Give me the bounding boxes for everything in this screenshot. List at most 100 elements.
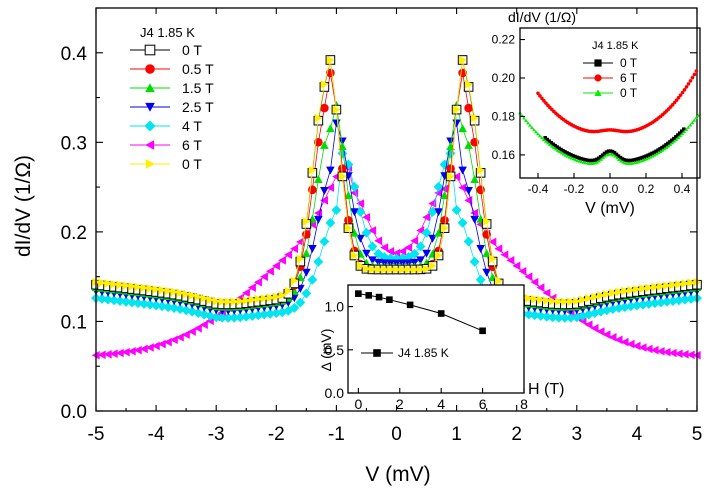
main-series-6-point bbox=[236, 296, 245, 306]
inset-top-series-2-point bbox=[599, 157, 603, 161]
main-series-4-point bbox=[674, 295, 684, 306]
inset-top-series-2-point bbox=[644, 156, 649, 161]
main-series-4-point bbox=[295, 297, 306, 308]
inset-top-series-1-point bbox=[672, 100, 677, 105]
main-series-3-point bbox=[320, 187, 329, 195]
main-series-5-point bbox=[145, 343, 154, 352]
main-series-4-point bbox=[409, 248, 420, 259]
inset-top-series-2-point bbox=[597, 159, 601, 163]
inset-top-series-0-point bbox=[678, 131, 682, 135]
inset-top-series-0-point bbox=[584, 158, 589, 162]
main-series-4-point bbox=[319, 236, 330, 247]
main-series-3-point bbox=[470, 215, 479, 224]
inset-bottom-point bbox=[479, 327, 486, 335]
inset-top-series-0-point bbox=[658, 147, 662, 151]
main-series-6-point bbox=[380, 265, 389, 274]
inset-top-series-0-point bbox=[555, 145, 559, 149]
main-series-6-point bbox=[555, 297, 564, 306]
inset-top-legend-title: J4 1.85 K bbox=[592, 40, 639, 52]
main-series-3-point bbox=[356, 234, 365, 243]
inset-top-series-2-point bbox=[565, 154, 570, 158]
main-series-2-point bbox=[482, 249, 491, 258]
inset-top-series-0-point bbox=[616, 154, 621, 158]
main-series-5-point bbox=[187, 327, 196, 336]
inset-top-series-2-point bbox=[613, 154, 617, 158]
inset-top-series-0-point bbox=[573, 154, 577, 159]
main-series-1-point bbox=[440, 216, 449, 225]
main-series-5-point bbox=[241, 288, 250, 298]
main-series-5-point bbox=[626, 339, 635, 349]
inset-top-series-2-point bbox=[601, 155, 605, 160]
inset-top-series-0-point bbox=[674, 135, 678, 139]
inset-top-series-0-point bbox=[604, 150, 609, 154]
main-series-2-point bbox=[434, 228, 443, 237]
main-series-2-point bbox=[344, 190, 353, 199]
main-series-4-point bbox=[607, 304, 618, 315]
main-series-6-point bbox=[266, 293, 275, 302]
main-plot: -5 -4 -3 -2 -1 0 1 2 3 4 5 0.0 0.1 0.2 0.3 0.4 V (mV) d… bbox=[12, 7, 702, 486]
main-series-6-point bbox=[416, 265, 425, 274]
main-series-4-point bbox=[668, 296, 678, 306]
inset-top-series-0-point bbox=[551, 142, 555, 147]
main-x-tick-label: -3 bbox=[208, 424, 225, 445]
main-series-6-point bbox=[392, 265, 401, 274]
inset-top-series-0-point bbox=[624, 158, 629, 163]
main-series-4-point bbox=[229, 312, 240, 323]
inset-top-series-2-point bbox=[541, 137, 546, 141]
inset-top-series-2-point bbox=[656, 150, 661, 155]
main-legend-label: 6 T bbox=[182, 137, 202, 153]
inset-top-series-1-point bbox=[686, 82, 691, 86]
main-legend-title: J4 1.85 K bbox=[140, 25, 195, 40]
main-series-5-point bbox=[638, 343, 647, 352]
main-series-5-point bbox=[674, 349, 683, 358]
main-y-tick-label: 0.2 bbox=[61, 223, 87, 244]
main-series-5-point bbox=[500, 250, 509, 260]
main-series-6-point bbox=[567, 297, 576, 306]
main-series-4-point bbox=[241, 311, 252, 322]
main-series-6-point bbox=[212, 296, 221, 306]
main-series-5-point bbox=[157, 339, 166, 349]
main-series-5-point bbox=[272, 261, 280, 271]
inset-top-series-2-point bbox=[650, 154, 655, 158]
inset-top-series-0-point bbox=[680, 129, 684, 134]
inset-top-series-2-point bbox=[692, 118, 697, 122]
main-series-4-point bbox=[301, 288, 312, 299]
main-series-6-point bbox=[489, 254, 497, 264]
main-legend-marker bbox=[145, 64, 155, 74]
main-series-6-point bbox=[206, 295, 215, 305]
inset-top-series-0-point bbox=[549, 140, 553, 145]
inset-top-series-2-point bbox=[619, 159, 623, 163]
main-series-5-point bbox=[386, 247, 395, 256]
inset-top-x-axis-label: V (mV) bbox=[585, 200, 635, 217]
inset-top-series-2-point bbox=[532, 127, 536, 132]
main-series-6-point bbox=[404, 265, 413, 274]
main-series-5-point bbox=[398, 247, 407, 256]
main-series-4-point bbox=[565, 312, 576, 323]
main-series-4-point bbox=[169, 303, 180, 313]
main-series-6-point bbox=[152, 285, 161, 294]
main-series-6-point bbox=[549, 296, 558, 306]
main-series-5-point bbox=[199, 320, 208, 330]
inset-top-series-0-point bbox=[583, 157, 587, 162]
inset-top-series-2-point bbox=[539, 135, 544, 140]
main-series-4-point bbox=[313, 256, 324, 267]
main-series-6-point bbox=[434, 251, 443, 260]
inset-top-series-2-point bbox=[561, 152, 566, 156]
main-series-4-point bbox=[103, 294, 113, 305]
inset-top-series-2-point bbox=[573, 157, 578, 162]
main-series-5-point bbox=[326, 183, 335, 192]
main-y-tick-label: 0.4 bbox=[61, 44, 88, 65]
main-series-6-point bbox=[278, 290, 287, 300]
inset-top-series-1-point bbox=[694, 69, 699, 73]
inset-top-series-2-point bbox=[595, 160, 600, 164]
main-series-5-point bbox=[452, 172, 461, 181]
main-series-6-point bbox=[188, 291, 197, 300]
inset-top-series-2-point bbox=[678, 133, 683, 138]
main-series-5-point bbox=[380, 243, 389, 252]
inset-bottom-point bbox=[355, 290, 362, 297]
inset-top-series-2-point bbox=[543, 139, 548, 143]
main-series-1-point bbox=[446, 164, 455, 173]
main-legend-label: 2.5 T bbox=[182, 99, 214, 115]
inset-top-series-1-point bbox=[692, 72, 697, 77]
main-legend-label: 4 T bbox=[182, 118, 202, 134]
